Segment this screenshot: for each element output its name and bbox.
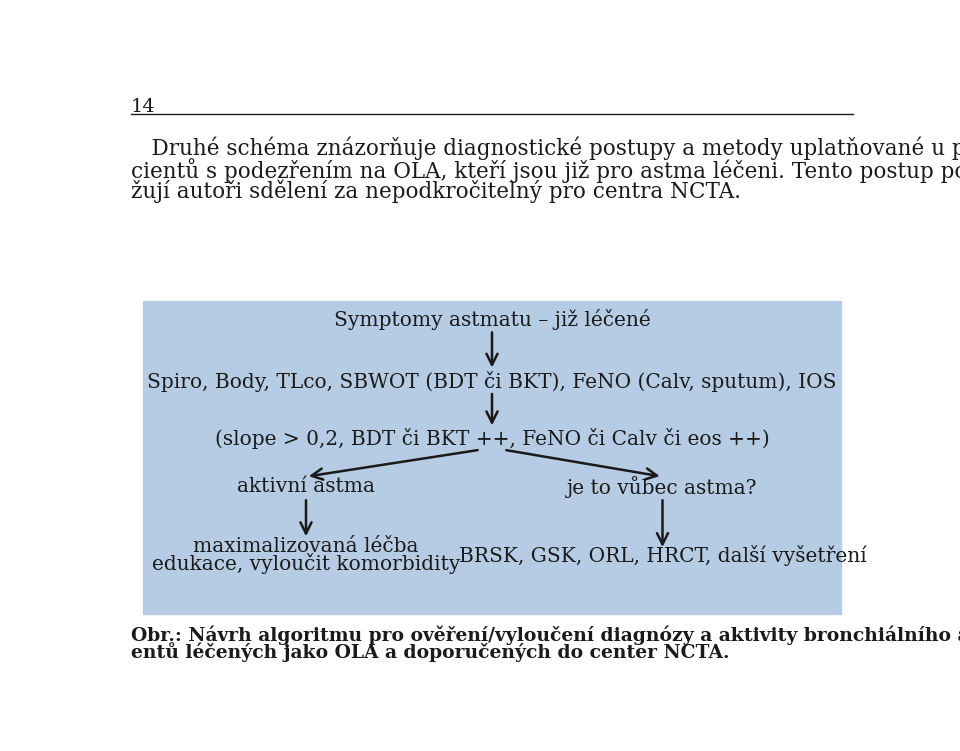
Text: entů léčených jako OLA a doporučených do center NCTA.: entů léčených jako OLA a doporučených do… [131,642,730,662]
Text: cientů s podezřením na OLA, kteří jsou již pro astma léčeni. Tento postup pova-: cientů s podezřením na OLA, kteří jsou j… [131,158,960,182]
Text: Symptomy astmatu – již léčené: Symptomy astmatu – již léčené [334,309,650,330]
FancyBboxPatch shape [143,301,841,614]
Text: žují autoři sdělení za nepodkročitelný pro centra NCTA.: žují autoři sdělení za nepodkročitelný p… [131,179,741,203]
Text: aktivní astma: aktivní astma [237,477,375,496]
Text: BRSK, GSK, ORL, HRCT, další vyšetření: BRSK, GSK, ORL, HRCT, další vyšetření [459,545,866,566]
Text: Spiro, Body, TLco, SBWOT (BDT či BKT), FeNO (Calv, sputum), IOS: Spiro, Body, TLco, SBWOT (BDT či BKT), F… [147,371,837,392]
Text: Obr.: Návrh algoritmu pro ověření/vyloučení diagnózy a aktivity bronchiálního as: Obr.: Návrh algoritmu pro ověření/vylouč… [131,626,960,645]
Text: (slope > 0,2, BDT či BKT ++, FeNO či Calv či eos ++): (slope > 0,2, BDT či BKT ++, FeNO či Cal… [215,428,769,449]
Text: je to vůbec astma?: je to vůbec astma? [567,475,757,498]
Text: Druhé schéma znázorňuje diagnostické postupy a metody uplatňované u pa-: Druhé schéma znázorňuje diagnostické pos… [131,137,960,160]
Text: edukace, vyloučit komorbidity: edukace, vyloučit komorbidity [152,553,460,575]
Text: 14: 14 [131,98,156,116]
Text: maximalizovaná léčba: maximalizovaná léčba [193,537,419,556]
